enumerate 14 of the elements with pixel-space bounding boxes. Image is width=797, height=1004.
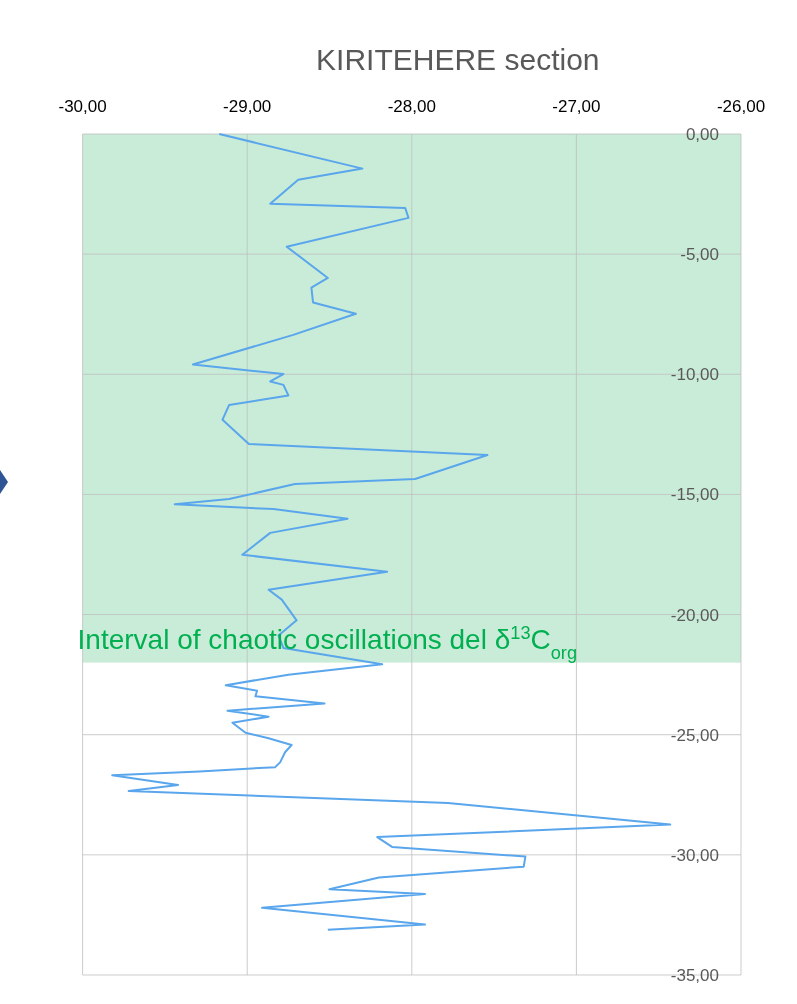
y-tick-label: 0,00 [685, 125, 719, 144]
y-tick-label: -30,00 [670, 845, 719, 865]
y-tick-label: -15,00 [670, 485, 719, 505]
x-tick-label: -27,00 [552, 97, 601, 116]
y-tick-label: -5,00 [680, 245, 719, 265]
y-tick-label: -25,00 [670, 725, 719, 745]
chart-title: KIRITEHERE section [316, 43, 600, 76]
x-tick-label: -26,00 [716, 97, 766, 116]
y-tick-label: -35,00 [670, 966, 719, 985]
x-tick-label: -29,00 [223, 97, 272, 116]
y-tick-label: -20,00 [670, 605, 719, 625]
x-tick-label: -30,00 [58, 97, 107, 116]
y-tick-label: -10,00 [670, 365, 719, 385]
x-tick-label: -28,00 [387, 97, 436, 116]
